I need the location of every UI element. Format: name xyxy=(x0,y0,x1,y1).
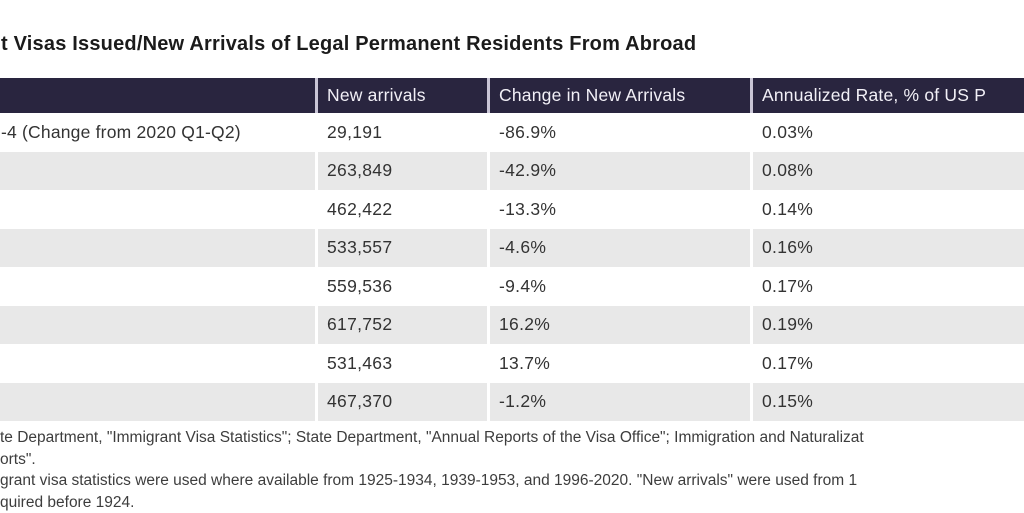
col-header-annualized-rate: Annualized Rate, % of US P xyxy=(750,78,1024,113)
table-header-row: New arrivals Change in New Arrivals Annu… xyxy=(0,78,1024,113)
table-row: 617,752 16.2% 0.19% xyxy=(0,306,1024,345)
change-cell: 13.7% xyxy=(487,344,750,383)
new-arrivals-cell: 559,536 xyxy=(315,267,487,306)
change-cell: -13.3% xyxy=(487,190,750,229)
table-row: 263,849 -42.9% 0.08% xyxy=(0,152,1024,191)
change-cell: -86.9% xyxy=(487,113,750,152)
row-label-cell: -4 (Change from 2020 Q1-Q2) xyxy=(0,113,315,152)
new-arrivals-cell: 29,191 xyxy=(315,113,487,152)
table-row: 462,422 -13.3% 0.14% xyxy=(0,190,1024,229)
row-label-cell xyxy=(0,383,315,422)
table-row: 533,557 -4.6% 0.16% xyxy=(0,229,1024,268)
table-row: 467,370 -1.2% 0.15% xyxy=(0,383,1024,422)
rate-cell: 0.14% xyxy=(750,190,1024,229)
change-cell: -9.4% xyxy=(487,267,750,306)
row-label-cell xyxy=(0,344,315,383)
col-header-new-arrivals: New arrivals xyxy=(315,78,487,113)
row-label-cell xyxy=(0,152,315,191)
new-arrivals-cell: 263,849 xyxy=(315,152,487,191)
note-line-source-2: orts". xyxy=(0,449,1024,471)
table-row: 531,463 13.7% 0.17% xyxy=(0,344,1024,383)
row-label-cell xyxy=(0,306,315,345)
change-cell: -42.9% xyxy=(487,152,750,191)
new-arrivals-cell: 617,752 xyxy=(315,306,487,345)
note-line-method-1: grant visa statistics were used where av… xyxy=(0,470,1024,492)
change-cell: -1.2% xyxy=(487,383,750,422)
table-row: 559,536 -9.4% 0.17% xyxy=(0,267,1024,306)
row-label-cell xyxy=(0,229,315,268)
note-line-method-2: quired before 1924. xyxy=(0,492,1024,513)
rate-cell: 0.17% xyxy=(750,267,1024,306)
source-notes: te Department, "Immigrant Visa Statistic… xyxy=(0,427,1024,513)
new-arrivals-cell: 462,422 xyxy=(315,190,487,229)
table-row: -4 (Change from 2020 Q1-Q2) 29,191 -86.9… xyxy=(0,113,1024,152)
row-label-cell xyxy=(0,190,315,229)
col-header-change-in-new-arrivals: Change in New Arrivals xyxy=(487,78,750,113)
rate-cell: 0.19% xyxy=(750,306,1024,345)
rate-cell: 0.08% xyxy=(750,152,1024,191)
new-arrivals-cell: 467,370 xyxy=(315,383,487,422)
rate-cell: 0.03% xyxy=(750,113,1024,152)
new-arrivals-cell: 533,557 xyxy=(315,229,487,268)
change-cell: -4.6% xyxy=(487,229,750,268)
note-line-source-1: te Department, "Immigrant Visa Statistic… xyxy=(0,427,1024,449)
rate-cell: 0.15% xyxy=(750,383,1024,422)
change-cell: 16.2% xyxy=(487,306,750,345)
rate-cell: 0.17% xyxy=(750,344,1024,383)
col-header-empty xyxy=(0,78,315,113)
page-title: t Visas Issued/New Arrivals of Legal Per… xyxy=(1,33,696,56)
visa-table: New arrivals Change in New Arrivals Annu… xyxy=(0,78,1024,421)
row-label-cell xyxy=(0,267,315,306)
table-body: -4 (Change from 2020 Q1-Q2) 29,191 -86.9… xyxy=(0,113,1024,421)
rate-cell: 0.16% xyxy=(750,229,1024,268)
new-arrivals-cell: 531,463 xyxy=(315,344,487,383)
